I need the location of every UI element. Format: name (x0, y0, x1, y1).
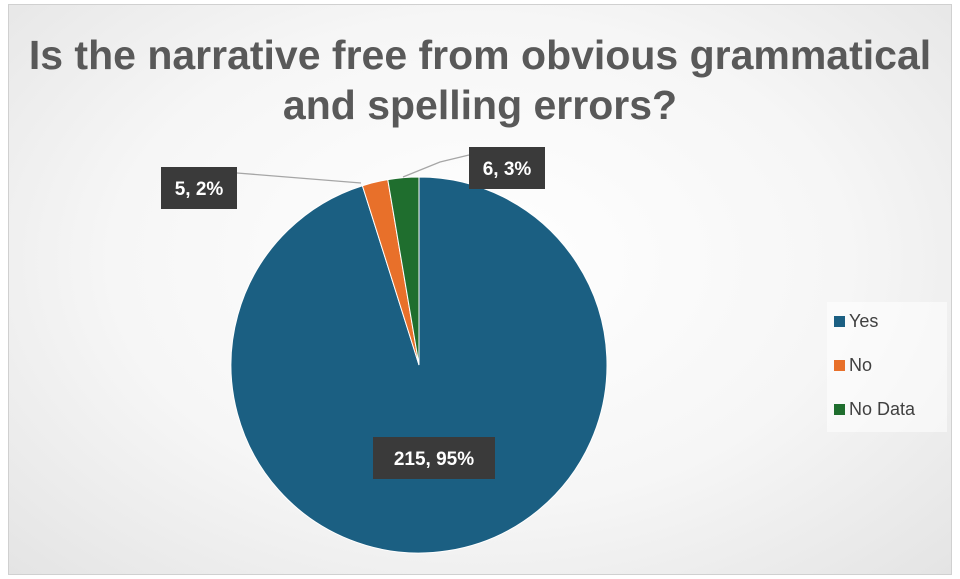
data-labels: 215, 95% 5, 2% 6, 3% (161, 147, 545, 479)
legend-swatch-no-data (834, 403, 845, 415)
legend-swatch-yes (834, 315, 845, 327)
chart-title: Is the narrative free from obvious gramm… (28, 32, 932, 128)
data-label-no-data: 6, 3% (483, 159, 532, 180)
leader-line-no-data (402, 154, 470, 178)
data-label-yes: 215, 95% (394, 449, 474, 470)
pie-slices (230, 176, 608, 554)
data-label-no: 5, 2% (175, 179, 224, 200)
legend-label-yes: Yes (849, 310, 879, 331)
data-label-box-no-data (469, 147, 545, 189)
legend: Yes No No Data (827, 302, 947, 432)
legend-item-yes[interactable]: Yes (834, 310, 878, 332)
legend-item-no[interactable]: No (834, 354, 872, 376)
data-label-box-yes (373, 437, 495, 479)
data-label-box-no (161, 167, 237, 209)
pie-slice-no-data[interactable] (387, 176, 420, 366)
legend-label-no: No (849, 354, 873, 375)
leader-line-no (236, 172, 362, 184)
legend-swatch-no (834, 359, 845, 371)
legend-item-no-data[interactable]: No Data (834, 398, 915, 420)
leader-lines (236, 154, 470, 184)
legend-label-no-data: No Data (849, 398, 916, 419)
